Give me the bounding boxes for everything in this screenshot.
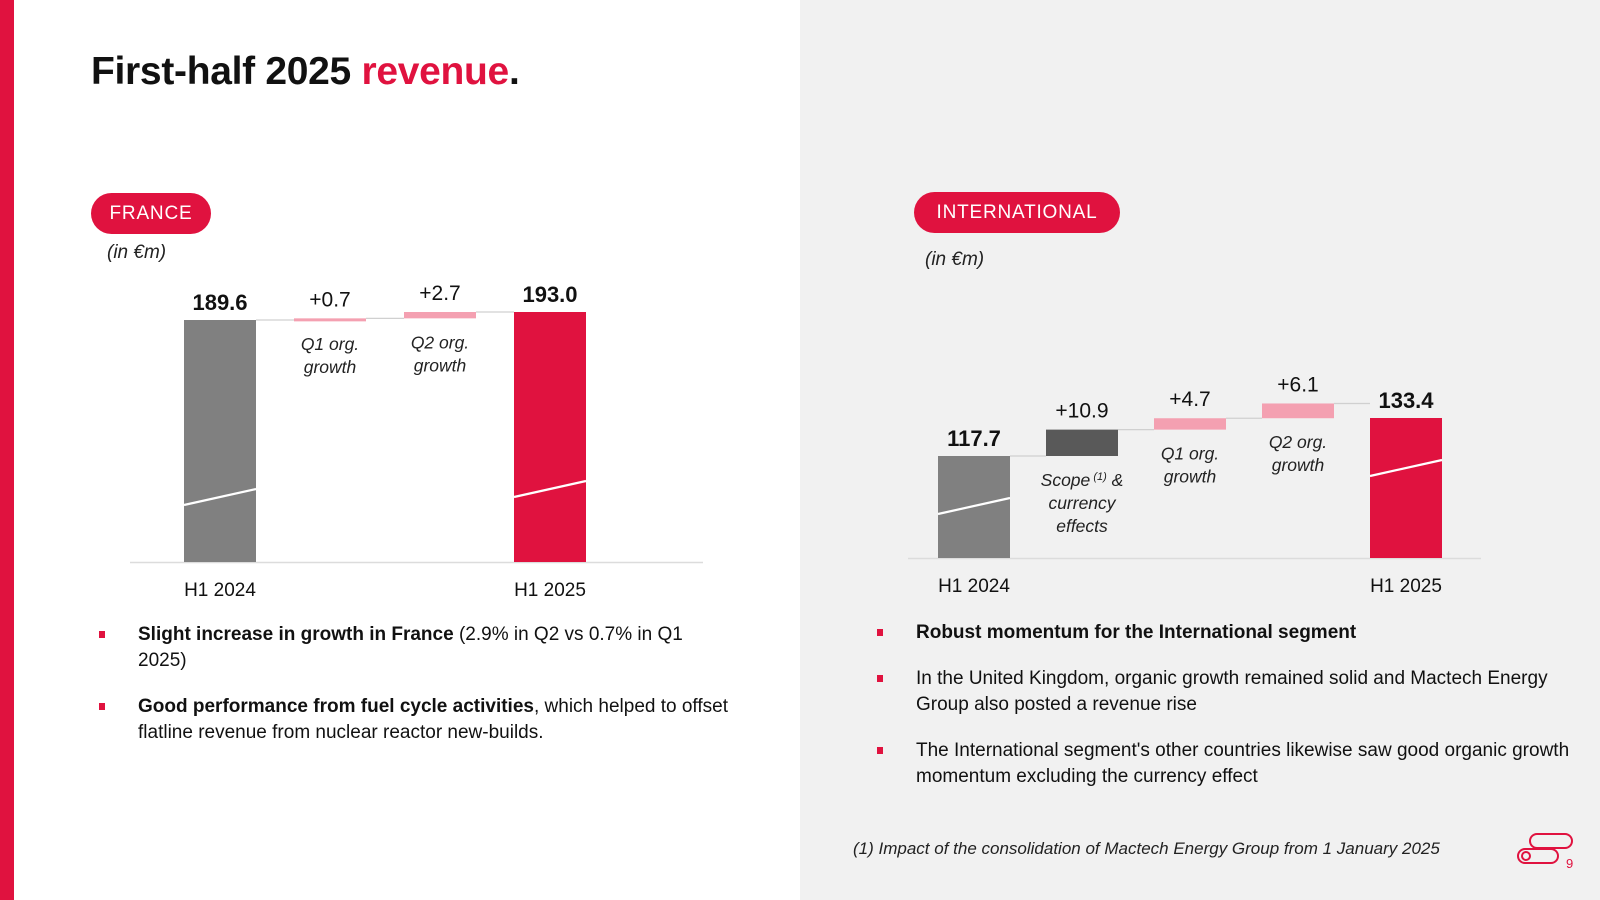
france-note-3-line-1: Q2 org.	[411, 332, 469, 352]
accent-bar	[0, 0, 14, 900]
france-bullet-1-bold: Slight increase in growth in France	[138, 624, 454, 645]
international-value-label-1: 117.7	[947, 426, 1001, 451]
france-bullet-2-text: , which helped to offset flatline revenu…	[138, 696, 728, 743]
page-title: First-half 2025 revenue.	[91, 50, 520, 94]
france-value-label-1: 189.6	[192, 290, 247, 315]
france-category-label-1: H1 2024	[184, 580, 256, 601]
international-waterfall-chart: 117.7 H1 2024 +10.9 Scope (1) & currency effe…	[908, 373, 1481, 597]
page-number: 9	[1566, 856, 1574, 871]
france-value-label-4: 193.0	[522, 282, 577, 307]
international-bar-4	[1262, 403, 1334, 419]
title-end: .	[508, 50, 520, 93]
france-axis-break-4	[513, 479, 587, 499]
france-bar-1	[184, 320, 256, 562]
title-main: First-half 2025	[91, 50, 362, 93]
france-bar-3	[404, 312, 476, 319]
france-bullet-2-bold: Good performance from fuel cycle activit…	[138, 696, 534, 717]
right-panel-background	[800, 0, 1600, 900]
international-bullet-1-bold: Robust momentum for the International se…	[916, 622, 1357, 643]
international-note-ampersand: &	[1107, 470, 1124, 490]
title-accent: revenue	[361, 50, 509, 93]
international-category-label-1: H1 2024	[938, 576, 1010, 597]
france-badge: FRANCE	[91, 193, 211, 234]
international-note-2-line-2: currency	[1048, 493, 1116, 513]
international-note-2-line-1: Scope (1) &	[1041, 470, 1124, 490]
international-note-3-line-1: Q1 org.	[1161, 444, 1219, 464]
international-bullet-list: Robust momentum for the International se…	[870, 620, 1570, 810]
france-note-2-line-1: Q1 org.	[301, 334, 359, 354]
france-value-label-2: +0.7	[309, 288, 350, 311]
international-note-3-line-2: growth	[1164, 467, 1217, 487]
international-note-2-line-3: effects	[1056, 516, 1108, 536]
international-bullet-3: The International segment's other countr…	[870, 738, 1570, 790]
international-bar-3	[1154, 418, 1226, 430]
brand-logo-icon	[1517, 833, 1573, 864]
france-bullet-1-text: (2.9% in Q2 vs 0.7% in Q1 2025)	[138, 624, 683, 671]
international-value-label-5: 133.4	[1378, 388, 1434, 413]
international-note-superscript: (1)	[1090, 471, 1107, 483]
international-note-4-line-1: Q2 org.	[1269, 432, 1327, 452]
international-bar-2	[1046, 429, 1118, 456]
france-value-label-3: +2.7	[419, 282, 460, 305]
international-bar-5	[1370, 418, 1442, 558]
france-axis-break-1	[183, 487, 257, 507]
footnote: (1) Impact of the consolidation of Macte…	[853, 839, 1440, 858]
international-bullet-3-text: The International segment's other countr…	[916, 740, 1570, 787]
france-bullet-1: Slight increase in growth in France (2.9…	[92, 622, 728, 674]
international-category-label-5: H1 2025	[1370, 576, 1442, 597]
international-bullet-2: In the United Kingdom, organic growth re…	[870, 666, 1570, 718]
international-note-4-line-2: growth	[1272, 455, 1325, 475]
international-bullet-1: Robust momentum for the International se…	[870, 620, 1570, 646]
france-bullet-2: Good performance from fuel cycle activit…	[92, 694, 728, 746]
france-bullet-list: Slight increase in growth in France (2.9…	[92, 622, 728, 766]
france-waterfall-chart: 189.6 H1 2024 +0.7 Q1 org. growth +2.7 Q2 org.…	[130, 282, 703, 601]
international-bullet-2-text: In the United Kingdom, organic growth re…	[916, 668, 1548, 715]
international-unit-label: (in €m)	[925, 249, 985, 270]
international-badge: INTERNATIONAL	[914, 192, 1120, 233]
international-value-label-4: +6.1	[1277, 373, 1318, 396]
international-value-label-3: +4.7	[1169, 388, 1210, 411]
france-unit-label: (in €m)	[107, 242, 167, 263]
france-bar-4	[514, 312, 586, 562]
france-note-3-line-2: growth	[414, 355, 467, 375]
france-note-2-line-2: growth	[304, 357, 357, 377]
france-bar-2	[294, 318, 366, 322]
international-value-label-2: +10.9	[1055, 400, 1108, 423]
france-category-label-4: H1 2025	[514, 580, 586, 601]
international-axis-break-5	[1369, 458, 1443, 478]
international-axis-break-1	[937, 496, 1011, 516]
